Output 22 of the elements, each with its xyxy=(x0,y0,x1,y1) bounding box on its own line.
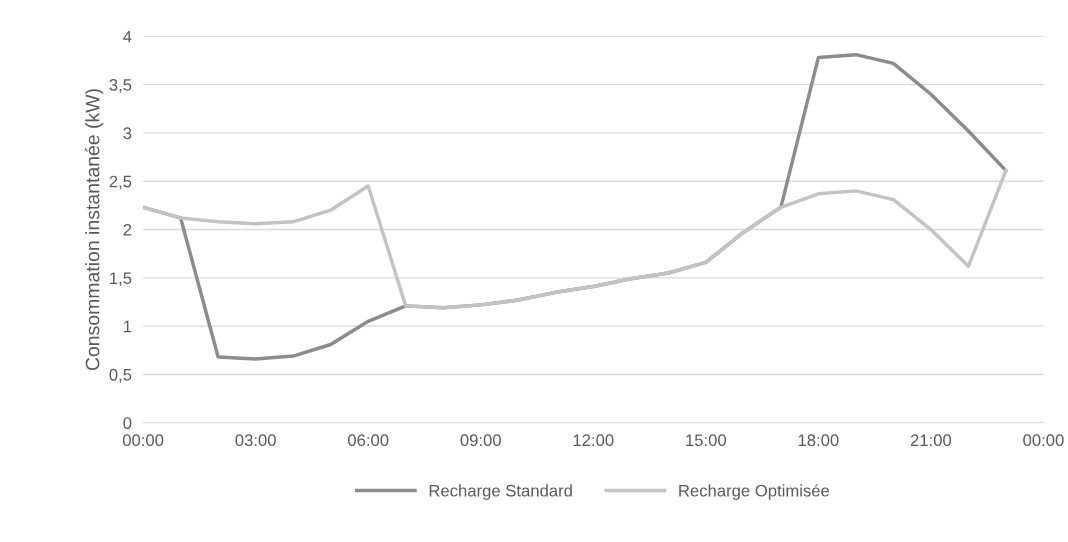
x-tick-label: 12:00 xyxy=(573,434,614,447)
x-tick-label: 15:00 xyxy=(686,434,727,447)
legend-label: Recharge Standard xyxy=(429,484,572,500)
x-tick-label: 00:00 xyxy=(122,434,164,447)
x-tick-label: 03:00 xyxy=(235,434,276,447)
x-tick-label: 09:00 xyxy=(460,434,501,447)
y-tick-label: 1,5 xyxy=(110,272,132,287)
legend-label: Recharge Optimisée xyxy=(679,484,830,500)
y-tick-label: 0 xyxy=(123,417,132,429)
y-tick-label: 0,5 xyxy=(109,368,132,383)
x-tick-label: 06:00 xyxy=(347,434,389,447)
y-tick-label: 2,5 xyxy=(109,175,132,190)
y-tick-label: 3,5 xyxy=(109,79,132,93)
y-tick-label: 3 xyxy=(123,127,132,140)
y-tick-label: 4 xyxy=(123,30,132,43)
x-tick-label: 21:00 xyxy=(910,434,952,447)
x-tick-label: 18:00 xyxy=(798,434,839,447)
x-tick-label: 00:00 xyxy=(1023,434,1064,447)
y-axis-title: Consommation instantanée (kW) xyxy=(84,89,104,371)
line-series xyxy=(143,168,1008,310)
y-tick-label: 2 xyxy=(123,223,132,236)
y-tick-label: 1 xyxy=(124,320,132,333)
